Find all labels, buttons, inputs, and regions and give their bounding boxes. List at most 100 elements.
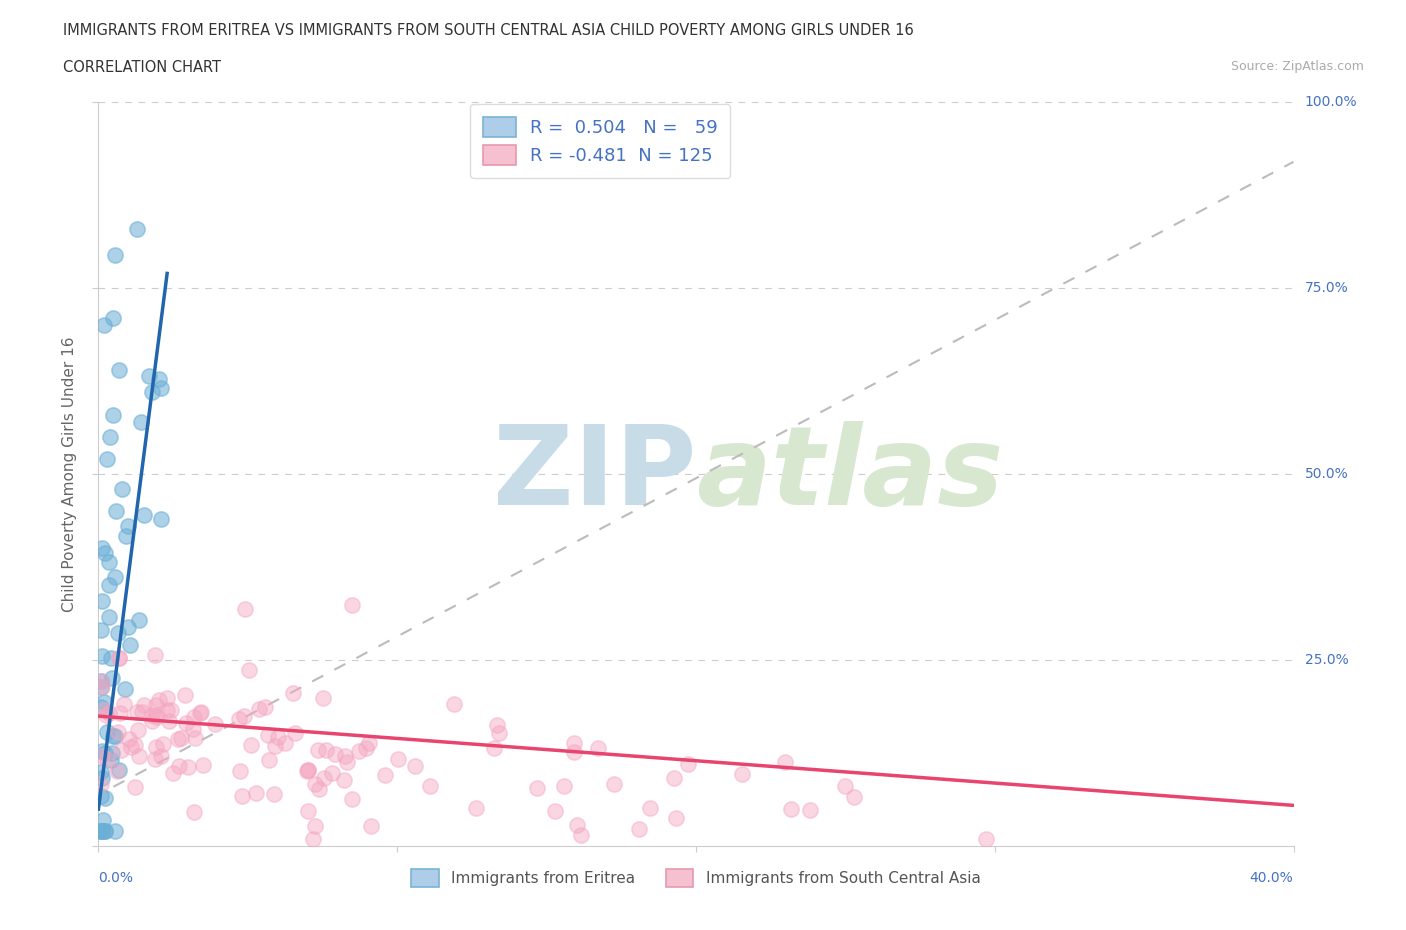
Point [115, 528, 138, 543]
Point [91, 812, 114, 827]
Point [100, 651, 122, 666]
Point [342, 597, 364, 612]
Point [112, 697, 135, 711]
Point [336, 754, 359, 769]
Text: Source: ZipAtlas.com: Source: ZipAtlas.com [1230, 60, 1364, 73]
Point [96, 707, 118, 722]
Point [143, 647, 166, 662]
Point [233, 709, 256, 724]
Point [90, 764, 112, 779]
Point [240, 737, 263, 752]
Point [93, 694, 115, 709]
Point [111, 482, 134, 497]
Point [181, 722, 204, 737]
Point [94, 545, 117, 560]
Point [638, 801, 661, 816]
Point [323, 747, 346, 762]
Point [183, 710, 205, 724]
Point [238, 663, 260, 678]
Point [100, 671, 122, 685]
Text: 75.0%: 75.0% [1305, 281, 1348, 296]
Point [98, 430, 122, 445]
Point [562, 735, 585, 750]
Point [359, 736, 381, 751]
Point [90, 699, 112, 714]
Point [101, 728, 124, 743]
Point [274, 736, 297, 751]
Point [780, 802, 803, 817]
Point [90, 673, 112, 688]
Point [834, 779, 856, 794]
Point [419, 779, 441, 794]
Point [91, 593, 114, 608]
Point [96, 452, 118, 467]
Text: ZIP: ZIP [492, 420, 696, 528]
Point [124, 780, 146, 795]
Text: 0.0%: 0.0% [98, 871, 134, 885]
Point [108, 363, 131, 378]
Point [143, 752, 166, 767]
Point [374, 767, 396, 782]
Point [228, 711, 250, 726]
Point [90, 824, 112, 839]
Point [283, 685, 305, 700]
Text: 40.0%: 40.0% [1250, 871, 1294, 885]
Point [96, 751, 118, 766]
Point [204, 717, 226, 732]
Point [356, 740, 378, 755]
Point [148, 693, 170, 708]
Point [297, 763, 319, 777]
Point [174, 688, 197, 703]
Point [177, 759, 200, 774]
Legend: Immigrants from Eritrea, Immigrants from South Central Asia: Immigrants from Eritrea, Immigrants from… [404, 861, 988, 895]
Point [304, 777, 326, 791]
Point [90, 789, 112, 804]
Point [183, 804, 205, 819]
Point [152, 737, 174, 751]
Point [488, 725, 510, 740]
Point [464, 801, 486, 816]
Point [108, 651, 131, 666]
Point [257, 753, 280, 768]
Point [678, 757, 700, 772]
Text: atlas: atlas [696, 420, 1004, 528]
Point [321, 765, 343, 780]
Point [360, 819, 382, 834]
Point [333, 749, 356, 764]
Point [98, 706, 121, 721]
Point [184, 730, 207, 745]
Point [662, 770, 685, 785]
Point [103, 311, 125, 325]
Y-axis label: Child Poverty Among Girls Under 16: Child Poverty Among Girls Under 16 [62, 337, 77, 612]
Point [90, 824, 112, 839]
Point [156, 702, 179, 717]
Point [387, 751, 409, 766]
Point [128, 749, 150, 764]
Point [167, 732, 190, 747]
Point [90, 679, 112, 694]
Point [157, 713, 180, 728]
Text: IMMIGRANTS FROM ERITREA VS IMMIGRANTS FROM SOUTH CENTRAL ASIA CHILD POVERTY AMON: IMMIGRANTS FROM ERITREA VS IMMIGRANTS FR… [63, 23, 914, 38]
Point [229, 764, 252, 778]
Point [665, 811, 688, 826]
Point [105, 764, 128, 778]
Point [146, 710, 169, 724]
Point [131, 415, 153, 430]
Point [127, 704, 149, 719]
Point [117, 519, 139, 534]
Point [297, 804, 319, 818]
Text: 100.0%: 100.0% [1305, 95, 1357, 110]
Point [128, 613, 150, 628]
Point [543, 804, 565, 818]
Point [443, 697, 465, 711]
Point [90, 749, 112, 764]
Text: CORRELATION CHART: CORRELATION CHART [63, 60, 221, 75]
Point [602, 777, 624, 791]
Point [149, 748, 172, 763]
Point [482, 740, 505, 755]
Point [110, 743, 132, 758]
Point [311, 690, 333, 705]
Point [120, 638, 142, 653]
Point [108, 706, 131, 721]
Point [104, 729, 127, 744]
